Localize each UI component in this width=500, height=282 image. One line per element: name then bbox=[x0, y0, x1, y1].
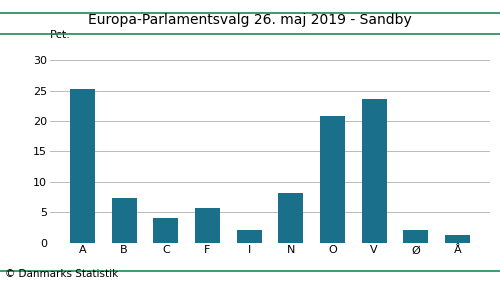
Bar bbox=[112, 198, 136, 243]
Bar bbox=[278, 193, 303, 243]
Bar bbox=[362, 99, 386, 243]
Text: Europa-Parlamentsvalg 26. maj 2019 - Sandby: Europa-Parlamentsvalg 26. maj 2019 - San… bbox=[88, 14, 412, 27]
Text: © Danmarks Statistik: © Danmarks Statistik bbox=[5, 269, 118, 279]
Bar bbox=[154, 218, 178, 243]
Bar bbox=[195, 208, 220, 243]
Bar bbox=[404, 230, 428, 243]
Text: Pct.: Pct. bbox=[50, 30, 71, 40]
Bar bbox=[236, 230, 262, 243]
Bar bbox=[70, 89, 95, 243]
Bar bbox=[445, 235, 470, 243]
Bar bbox=[320, 116, 345, 243]
